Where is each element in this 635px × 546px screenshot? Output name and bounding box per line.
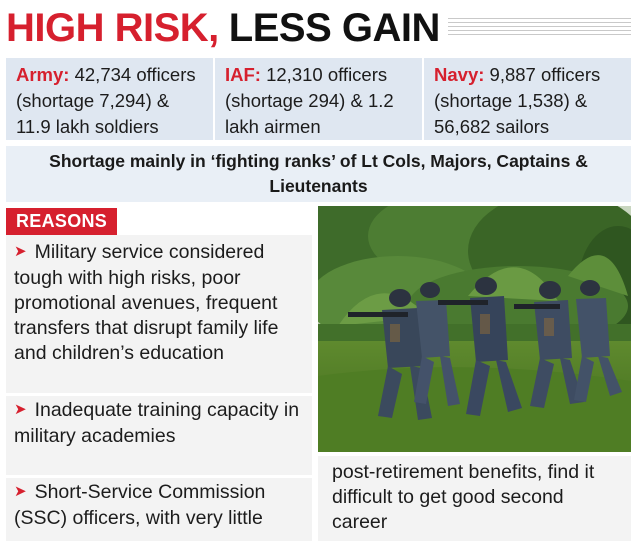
stat-iaf-label: IAF:	[225, 64, 261, 85]
arrow-icon: ➤	[14, 401, 27, 418]
divider	[6, 475, 312, 478]
headline-decorative-lines	[448, 18, 631, 38]
stat-army: Army: 42,734 officers (shortage 7,294) &…	[6, 58, 215, 140]
stat-army-text: 42,734 officers (shortage 7,294) & 11.9 …	[16, 64, 196, 137]
reason-text: Short-Service Commission (SSC) officers,…	[14, 481, 266, 529]
reasons-panel	[6, 235, 312, 541]
stat-iaf: IAF: 12,310 officers (shortage 294) & 1.…	[215, 58, 424, 140]
reasons-title: REASONS	[6, 208, 118, 235]
stats-panel: Army: 42,734 officers (shortage 7,294) &…	[6, 58, 631, 140]
reason-item: ➤ Short-Service Commission (SSC) officers…	[14, 480, 310, 531]
stat-navy-text: 9,887 officers (shortage 1,538) & 56,682…	[434, 64, 601, 137]
arrow-icon: ➤	[14, 243, 27, 260]
divider	[6, 393, 312, 396]
reason-text: Inadequate training capacity in military…	[14, 399, 300, 447]
reason-text: Military service considered tough with h…	[14, 241, 279, 364]
stat-navy-label: Navy:	[434, 64, 485, 85]
stat-iaf-text: 12,310 officers (shortage 294) & 1.2 lak…	[225, 64, 394, 137]
soldiers-photo	[318, 206, 631, 452]
arrow-icon: ➤	[14, 483, 27, 500]
stat-navy: Navy: 9,887 officers (shortage 1,538) & …	[424, 58, 631, 140]
reason-continuation: post-retirement benefits, find it diffic…	[318, 456, 631, 541]
headline: HIGH RISK, LESS GAIN	[6, 4, 440, 52]
shortage-note: Shortage mainly in ‘fighting ranks’ of L…	[6, 146, 631, 202]
reason-item: ➤ Military service considered tough with …	[14, 240, 310, 366]
headline-part-1: HIGH RISK,	[6, 6, 219, 50]
stat-army-label: Army:	[16, 64, 70, 85]
headline-part-2: LESS GAIN	[228, 6, 441, 50]
reason-item: ➤ Inadequate training capacity in militar…	[14, 398, 310, 449]
